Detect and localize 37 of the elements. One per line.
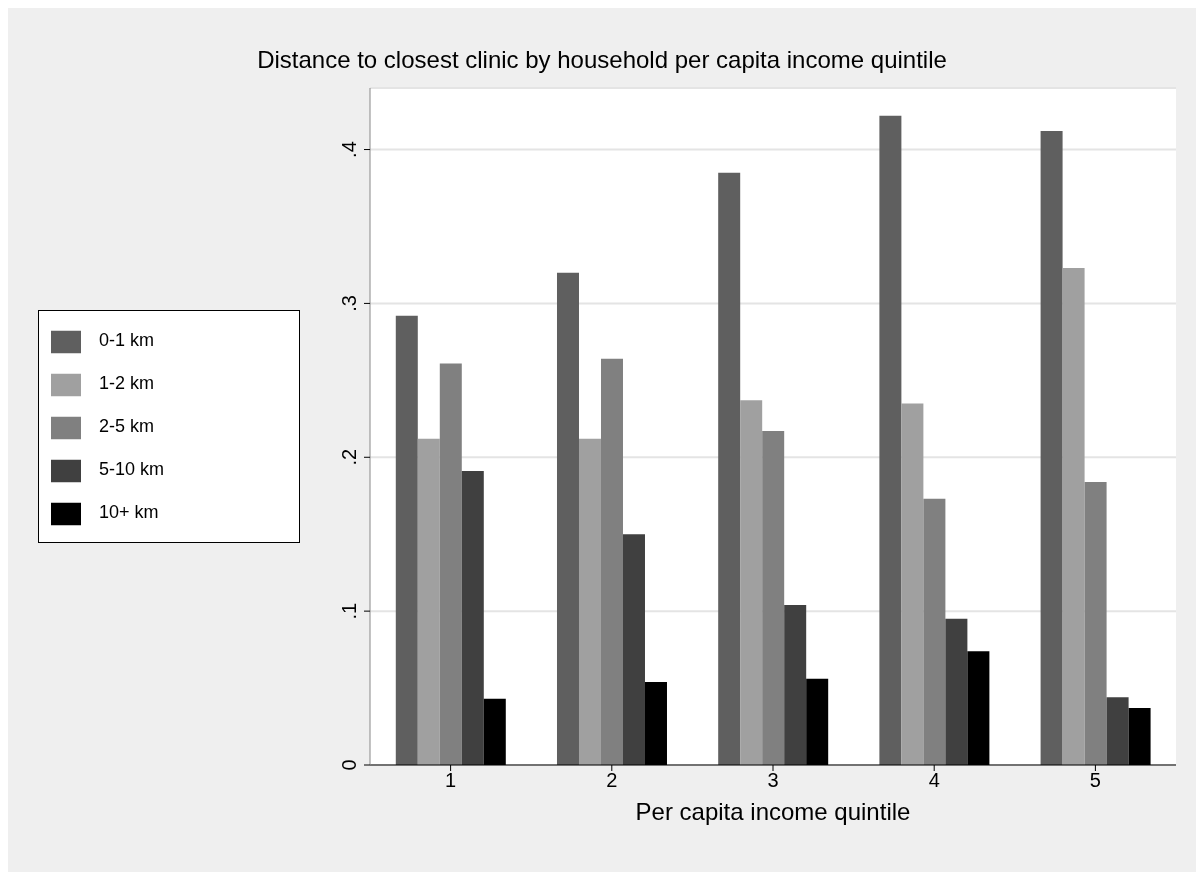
bar	[578, 438, 601, 765]
bar	[879, 115, 902, 765]
bar	[901, 403, 924, 765]
bar	[1084, 481, 1107, 765]
chart-title: Distance to closest clinic by household per capita income quintile	[256, 46, 948, 74]
legend-label: 10+ km	[99, 502, 159, 522]
bar	[718, 172, 741, 765]
y-tick-label: .2	[338, 448, 360, 466]
bar	[439, 363, 462, 765]
x-axis-title: Per capita income quintile	[634, 798, 912, 826]
bar	[461, 471, 484, 765]
bar	[1040, 131, 1063, 765]
bar	[945, 618, 968, 765]
legend-label: 5-10 km	[99, 459, 165, 479]
y-tick-label: .4	[338, 141, 360, 158]
bar	[600, 358, 623, 765]
x-tick-label: 4	[928, 769, 940, 792]
bar	[784, 604, 807, 765]
x-tick-label: 2	[606, 769, 618, 792]
bar	[1062, 268, 1085, 765]
bar	[622, 534, 645, 765]
y-tick-label: .3	[338, 295, 360, 312]
x-tick-label: 3	[767, 769, 779, 792]
bar	[556, 272, 579, 765]
bar	[1106, 697, 1129, 765]
bar	[417, 438, 440, 765]
bar	[923, 498, 946, 765]
legend-label: 1-2 km	[99, 373, 155, 393]
legend-label: 0-1 km	[99, 330, 155, 350]
bar	[740, 400, 763, 765]
legend-label: 2-5 km	[99, 416, 155, 436]
x-tick-label: 5	[1089, 769, 1101, 792]
y-tick-label: .1	[338, 602, 360, 620]
y-tick-label: 0	[338, 759, 360, 771]
bar	[762, 431, 785, 765]
x-tick-label: 1	[445, 769, 457, 792]
bar	[395, 315, 418, 765]
